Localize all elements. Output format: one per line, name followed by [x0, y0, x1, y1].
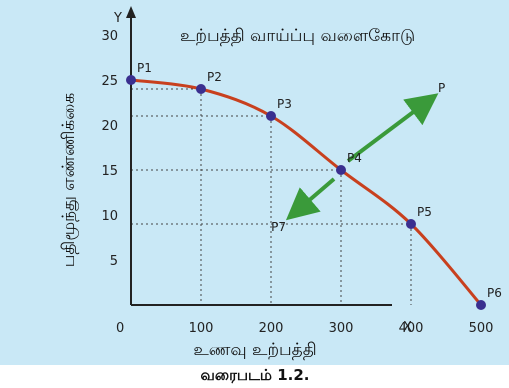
y-tick-label: 5: [110, 254, 118, 269]
point-label-p1: P1: [137, 61, 152, 75]
data-point-p5: [406, 219, 416, 229]
y-tick-label: 20: [101, 119, 118, 134]
x-tick-label: 500: [469, 321, 494, 336]
x-tick-label: 400: [399, 321, 424, 336]
chart-title: உற்பத்தி வாய்ப்பு வளைகோடு: [180, 26, 416, 46]
data-point-p4: [336, 165, 346, 175]
production-possibility-chart: Y X 0 P P7 P1 P2 P3 P4 P5 P6 100 200 300 400 500 5 10 1…: [101, 6, 502, 336]
y-tick-label: 30: [101, 29, 118, 44]
y-axis-letter: Y: [113, 11, 122, 26]
x-tick-label: 300: [329, 321, 354, 336]
x-tick-label: 200: [259, 321, 284, 336]
annotation-label-p: P: [438, 81, 445, 95]
data-point-p1: [126, 75, 136, 85]
point-label-p6: P6: [487, 286, 502, 300]
y-tick-label: 10: [101, 209, 118, 224]
data-point-p3: [266, 111, 276, 121]
y-axis-arrowhead: [126, 6, 136, 18]
ppc-curve: [130, 78, 483, 306]
origin-label: 0: [116, 321, 124, 336]
data-point-p6: [476, 300, 486, 310]
y-tick-label: 15: [101, 164, 118, 179]
point-label-p5: P5: [417, 205, 432, 219]
figure-caption: வரைபடம் 1.2.: [200, 366, 310, 384]
point-label-p4: P4: [347, 151, 362, 165]
annotation-label-p7: P7: [271, 220, 286, 234]
y-tick-label: 25: [101, 74, 118, 89]
x-axis-label: உணவு உற்பத்தி: [193, 340, 317, 360]
x-tick-label: 100: [189, 321, 214, 336]
arrow-to-p: [346, 93, 439, 163]
data-point-p2: [196, 84, 206, 94]
y-axis-label: பதிமூந்து எண்ணிக்கை: [59, 92, 79, 268]
x-axis-letter: X: [403, 320, 412, 335]
point-label-p2: P2: [207, 70, 222, 84]
point-label-p3: P3: [277, 97, 292, 111]
arrow-to-p7: [285, 177, 336, 221]
